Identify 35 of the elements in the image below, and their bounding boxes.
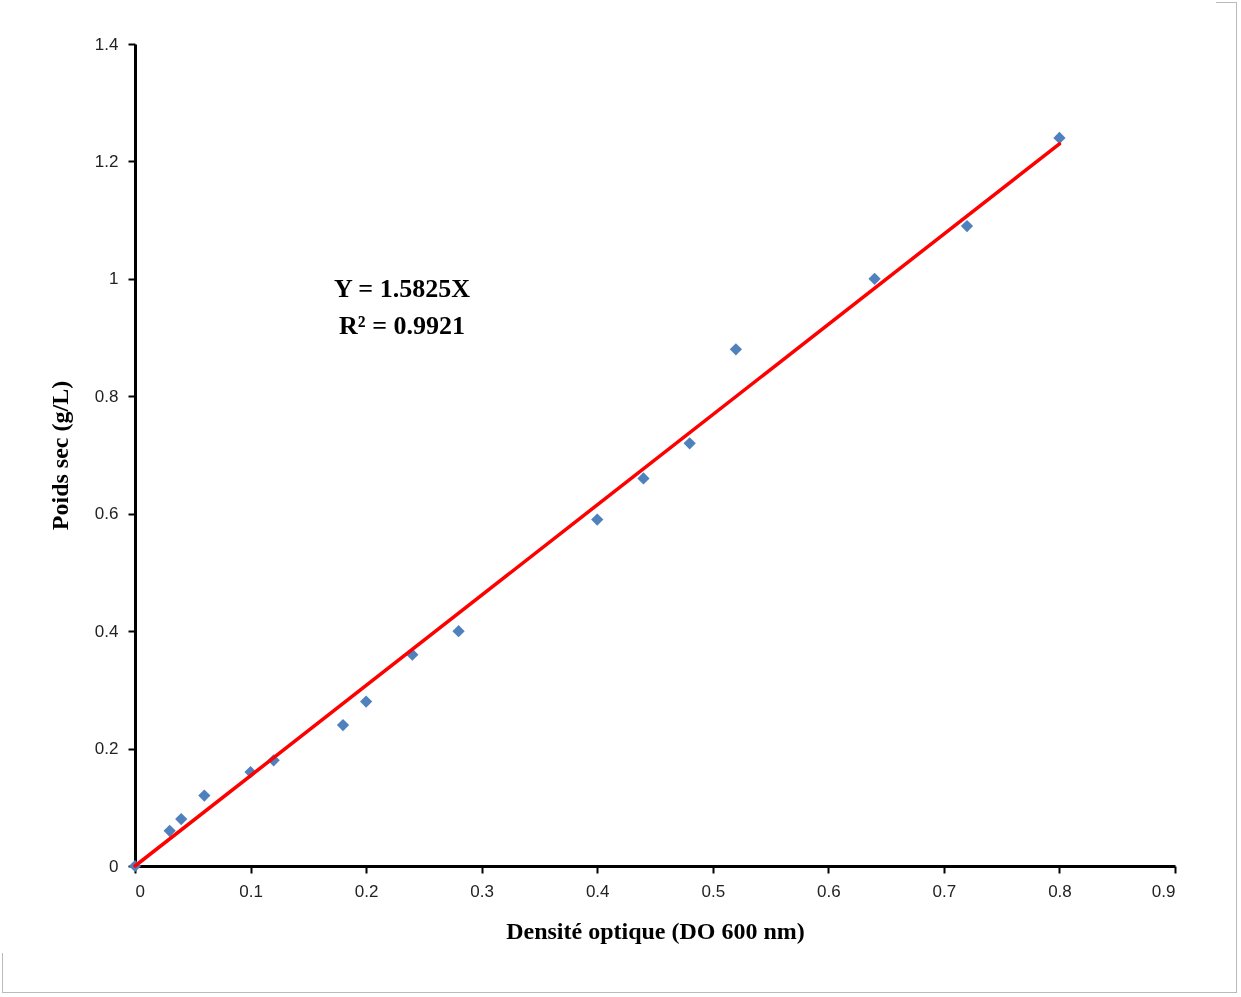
point bbox=[359, 695, 373, 708]
point bbox=[960, 219, 974, 233]
point bbox=[591, 513, 604, 526]
x-tick-label: 0.6 bbox=[817, 881, 841, 901]
x-tick-label: 0.2 bbox=[354, 881, 379, 901]
x-tick-label: 0.9 bbox=[1151, 881, 1176, 901]
point bbox=[1053, 131, 1066, 145]
point bbox=[175, 812, 188, 826]
x-tick-label: 0.4 bbox=[585, 881, 610, 901]
y-tick-label: 0.2 bbox=[94, 739, 119, 759]
annotation: Y = 1.5825X bbox=[334, 274, 471, 303]
y-tick-label: 0.8 bbox=[94, 386, 119, 406]
x-tick-label: 0.1 bbox=[239, 881, 263, 901]
point bbox=[452, 625, 465, 638]
point bbox=[683, 437, 696, 450]
y-tick-label: 0.6 bbox=[94, 504, 119, 524]
point bbox=[163, 824, 176, 837]
y-tick-label: 0.4 bbox=[94, 621, 119, 641]
y-tick-label: 1 bbox=[109, 269, 119, 289]
x-tick-label: 0 bbox=[135, 881, 145, 901]
point bbox=[729, 343, 743, 356]
point bbox=[336, 718, 350, 732]
x-tick-label: 0.7 bbox=[932, 881, 957, 901]
y-tick-label: 0 bbox=[109, 856, 119, 876]
point bbox=[868, 272, 881, 285]
y-tick-label: 1.4 bbox=[94, 34, 119, 54]
x-axis-title: Densité optique (DO 600 nm) bbox=[506, 917, 805, 944]
y-axis-title: Poids sec (g/L) bbox=[46, 380, 73, 531]
x-tick-label: 0.5 bbox=[701, 881, 726, 901]
x-tick-label: 0.3 bbox=[470, 881, 494, 901]
annotation: R² = 0.9921 bbox=[339, 311, 465, 340]
point bbox=[198, 789, 211, 802]
point bbox=[637, 472, 650, 485]
y-tick-label: 1.2 bbox=[94, 151, 119, 171]
x-tick-label: 0.8 bbox=[1048, 881, 1072, 901]
